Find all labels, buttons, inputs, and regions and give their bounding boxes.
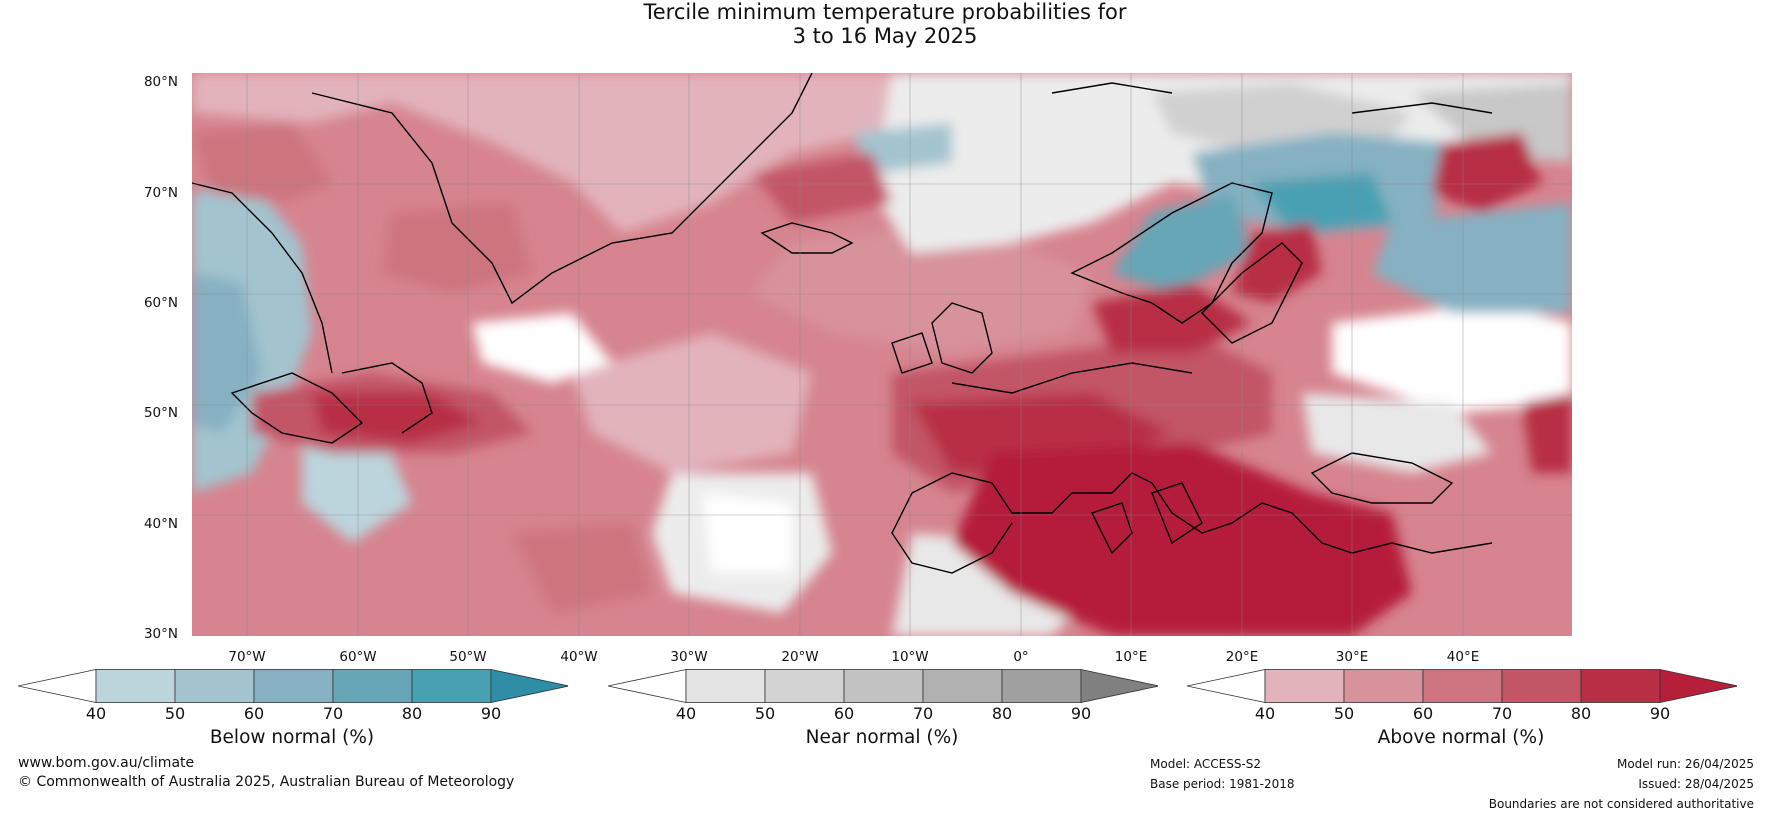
colorbar-swatch bbox=[1264, 669, 1345, 703]
colorbar-tick-label: 50 bbox=[1333, 704, 1355, 723]
colorbar-swatch bbox=[253, 669, 334, 703]
colorbar-label-above: Above normal (%) bbox=[1377, 727, 1545, 748]
colorbar-tick-label: 50 bbox=[754, 704, 776, 723]
colorbar-extend-low bbox=[1187, 669, 1266, 703]
colorbar-extend-low bbox=[608, 669, 687, 703]
coastlines bbox=[192, 73, 1493, 574]
lon-label-70w: 70°W bbox=[228, 649, 266, 665]
colorbar-tick-label: 50 bbox=[164, 704, 186, 723]
colorbar-swatch bbox=[843, 669, 924, 703]
colorbar-tick-label: 60 bbox=[243, 704, 265, 723]
colorbar-extend-high bbox=[490, 669, 568, 703]
lon-label-40e: 40°E bbox=[1446, 649, 1480, 665]
colorbar-swatch bbox=[1001, 669, 1082, 703]
colorbar-tick-label: 80 bbox=[991, 704, 1013, 723]
colorbar-swatch bbox=[332, 669, 413, 703]
colorbar-swatch bbox=[764, 669, 845, 703]
lat-label-80n: 80°N bbox=[143, 74, 178, 90]
colorbar-label-near: Near normal (%) bbox=[805, 727, 959, 748]
colorbar-tick-label: 60 bbox=[1412, 704, 1434, 723]
colorbar-tick-label: 70 bbox=[1491, 704, 1513, 723]
colorbar-extend-low bbox=[18, 669, 97, 703]
lat-label-60n: 60°N bbox=[143, 295, 178, 311]
footer-copyright: © Commonwealth of Australia 2025, Austra… bbox=[18, 774, 515, 790]
colorbar-tick-label: 90 bbox=[480, 704, 502, 723]
colorbar-swatch bbox=[95, 669, 176, 703]
title-line-2: 3 to 16 May 2025 bbox=[792, 24, 978, 48]
footer-disclaimer: Boundaries are not considered authoritat… bbox=[1488, 797, 1754, 811]
colorbar-near-normal bbox=[608, 669, 1158, 703]
colorbar-tick-label: 70 bbox=[912, 704, 934, 723]
colorbar-swatch bbox=[1501, 669, 1582, 703]
colorbar-tick-label: 80 bbox=[401, 704, 423, 723]
lon-label-20e: 20°E bbox=[1225, 649, 1259, 665]
lat-label-40n: 40°N bbox=[143, 516, 178, 532]
colorbar-swatch bbox=[1343, 669, 1424, 703]
colorbar-tick-label: 40 bbox=[675, 704, 697, 723]
footer-model-run: Model run: 26/04/2025 bbox=[1616, 757, 1754, 771]
colorbar-extend-high bbox=[1080, 669, 1158, 703]
colorbar-label-below: Below normal (%) bbox=[209, 727, 375, 748]
map-title: Tercile minimum temperature probabilitie… bbox=[0, 0, 1770, 48]
colorbar-tick-label: 90 bbox=[1070, 704, 1092, 723]
lon-label-10e: 10°E bbox=[1114, 649, 1148, 665]
footer-model: Model: ACCESS-S2 bbox=[1150, 757, 1262, 771]
lon-label-40w: 40°W bbox=[560, 649, 598, 665]
lon-label-10w: 10°W bbox=[891, 649, 929, 665]
lon-label-60w: 60°W bbox=[339, 649, 377, 665]
colorbar-below-normal bbox=[18, 669, 568, 703]
lon-label-20w: 20°W bbox=[781, 649, 819, 665]
probability-map bbox=[192, 73, 1572, 636]
lon-label-30w: 30°W bbox=[670, 649, 708, 665]
lon-label-50w: 50°W bbox=[449, 649, 487, 665]
colorbar-extend-high bbox=[1659, 669, 1737, 703]
colorbar-swatch bbox=[174, 669, 255, 703]
lat-label-70n: 70°N bbox=[143, 185, 178, 201]
colorbar-swatch bbox=[411, 669, 492, 703]
colorbar-swatch bbox=[1422, 669, 1503, 703]
lat-label-50n: 50°N bbox=[143, 405, 178, 421]
lon-label-30e: 30°E bbox=[1335, 649, 1369, 665]
colorbar-swatch bbox=[685, 669, 766, 703]
colorbar-swatch bbox=[922, 669, 1003, 703]
colorbar-tick-label: 70 bbox=[322, 704, 344, 723]
title-line-1: Tercile minimum temperature probabilitie… bbox=[643, 0, 1127, 24]
colorbar-above-normal bbox=[1187, 669, 1737, 703]
colorbar-tick-label: 40 bbox=[1254, 704, 1276, 723]
colorbar-tick-label: 90 bbox=[1649, 704, 1671, 723]
footer-issued: Issued: 28/04/2025 bbox=[1638, 777, 1754, 791]
graticule bbox=[192, 73, 1572, 636]
footer-url: www.bom.gov.au/climate bbox=[18, 755, 195, 771]
colorbar-tick-label: 40 bbox=[85, 704, 107, 723]
lat-label-30n: 30°N bbox=[143, 626, 178, 642]
lon-label-0: 0° bbox=[1013, 649, 1029, 665]
colorbar-swatch bbox=[1580, 669, 1661, 703]
footer-base-period: Base period: 1981-2018 bbox=[1150, 777, 1295, 791]
colorbar-tick-label: 80 bbox=[1570, 704, 1592, 723]
colorbar-tick-label: 60 bbox=[833, 704, 855, 723]
map-canvas bbox=[192, 73, 1572, 636]
